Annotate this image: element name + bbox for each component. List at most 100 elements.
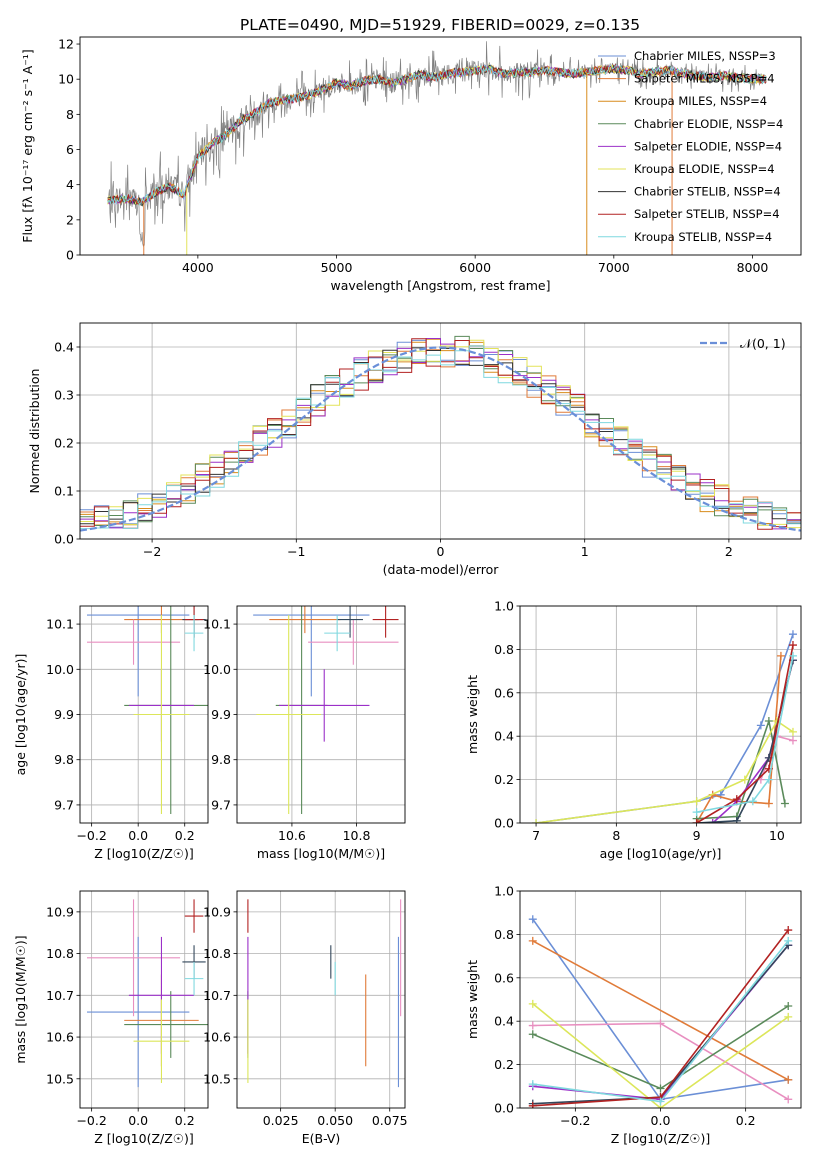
weight-vs-Z-x-label: Z [log10(Z/Z☉)] — [611, 1131, 711, 1146]
model-spectrum-line — [107, 64, 767, 206]
mass-weight-marker — [656, 1019, 665, 1028]
tick-label-y: 0.2 — [54, 436, 74, 451]
age-vs-mass-frame — [236, 605, 406, 824]
tick-label-y: 0.0 — [494, 816, 514, 831]
tick-label-y: 12 — [58, 37, 74, 52]
weight-vs-age-x-label: age [log10(age/yr)] — [600, 846, 722, 861]
mass-weight-marker — [780, 799, 789, 808]
tick-label-x: 0.0 — [128, 1113, 148, 1128]
legend-label: Chabrier STELIB, NSSP=4 — [634, 185, 781, 199]
tick-label-y: 10.6 — [203, 1030, 231, 1045]
mass-weight-marker — [748, 797, 757, 806]
tick-label-y: 0.4 — [494, 729, 514, 744]
tick-label-x: 9 — [693, 828, 701, 843]
mass-weight-marker — [528, 1021, 537, 1030]
tick-label-y: 6 — [66, 142, 74, 157]
tick-label-y: 10.8 — [46, 946, 74, 961]
tick-label-y: 9.7 — [211, 797, 231, 812]
spectrum-frame — [79, 36, 802, 256]
legend-label: Chabrier MILES, NSSP=3 — [634, 49, 776, 63]
tick-label-y: 2 — [66, 212, 74, 227]
mass-weight-marker — [788, 651, 797, 660]
mass-weight-marker — [528, 1030, 537, 1039]
tick-label-x: 0.2 — [175, 828, 195, 843]
mass-weight-line — [696, 717, 786, 820]
tick-label-x: 2 — [725, 544, 733, 559]
mass-weight-marker — [528, 999, 537, 1008]
residuals-frame — [79, 322, 802, 540]
residual-histograms — [80, 335, 801, 532]
tick-label-y: 10.5 — [203, 1071, 231, 1086]
mass-vs-Z-frame — [79, 890, 209, 1109]
tick-label-x: 4000 — [182, 260, 214, 275]
tick-label-x: 0.025 — [263, 1113, 299, 1128]
mass-weight-marker — [708, 819, 717, 823]
residual-histogram-line — [80, 339, 801, 529]
tick-label-x: −0.2 — [560, 1113, 590, 1128]
mass-vs-Z-points — [86, 899, 208, 1088]
mass-weight-marker — [764, 717, 773, 726]
mass-weight-marker — [776, 651, 785, 660]
axes-weight-vs-Z: −0.2 0.0 0.2 0.0 0.2 0.4 0.6 0.8 1.0 — [494, 884, 801, 1128]
mass-weight-line — [535, 633, 794, 823]
tick-label-y: 9.9 — [211, 707, 231, 722]
residuals-y-label: Normed distribution — [27, 369, 42, 494]
mass-weight-marker — [784, 1012, 793, 1021]
spectrum-y-label: Flux [fλ 10⁻¹⁷ erg cm⁻² s⁻¹ A⁻¹] — [20, 49, 35, 242]
tick-label-x: 0 — [437, 544, 445, 559]
plot-layer: 4000 5000 6000 7000 8000024681012wavelength … — [13, 36, 802, 1146]
weight-vs-age-y-label: mass weight — [465, 675, 480, 754]
axes-spectrum: 4000 5000 6000 7000 8000 0 2 4 6 8 10 12 — [58, 37, 768, 275]
age-vs-Z-frame — [79, 605, 209, 824]
tick-label-x: 0.0 — [128, 828, 148, 843]
mass-weight-marker — [692, 808, 701, 817]
age-vs-Z-points — [86, 606, 208, 814]
mass-weight-marker — [788, 630, 797, 639]
axes-residuals: −2 −1 0 1 2 0.0 0.1 0.2 0.3 0.4 — [54, 323, 801, 559]
model-spectra-group — [107, 63, 767, 255]
tick-label-y: 9.9 — [54, 707, 74, 722]
mass-weight-marker — [764, 775, 773, 784]
tick-label-y: 0.6 — [494, 970, 514, 985]
tick-label-x: −0.2 — [76, 1113, 106, 1128]
weight-vs-Z-lines — [528, 915, 793, 1108]
tick-label-y: 1.0 — [494, 599, 514, 614]
age-vs-mass-x-label: mass [log10(M/M☉)] — [257, 846, 385, 861]
tick-label-x: 10.6 — [278, 828, 306, 843]
residual-histogram-line — [80, 347, 801, 525]
tick-label-y: 1.0 — [494, 884, 514, 899]
tick-label-y: 9.7 — [54, 797, 74, 812]
axes-weight-vs-age: 7 8 9 10 0.0 0.2 0.4 0.6 0.8 1.0 — [494, 599, 801, 843]
tick-label-x: 7000 — [598, 260, 630, 275]
mass-weight-marker — [528, 1080, 537, 1089]
tick-label-y: 0.4 — [54, 340, 74, 355]
mass-vs-ebv-points — [247, 899, 402, 1088]
mass-weight-marker — [528, 1101, 537, 1108]
tick-label-x: −1 — [287, 544, 305, 559]
axes-mass-vs-Z: −0.2 0.0 0.2 10.5 10.6 10.7 10.8 10.9 — [46, 891, 208, 1128]
mass-weight-marker — [788, 641, 797, 650]
tick-label-x: 10 — [769, 828, 785, 843]
normal-reference-curve — [80, 346, 801, 532]
figure-title: PLATE=0490, MJD=51929, FIBERID=0029, z=0… — [240, 16, 640, 34]
mass-weight-marker — [788, 727, 797, 736]
tick-label-y: 10.9 — [203, 904, 231, 919]
tick-label-x: 0.0 — [651, 1113, 671, 1128]
tick-label-y: 0.6 — [494, 685, 514, 700]
tick-label-y: 0.3 — [54, 388, 74, 403]
legend-label: Salpeter STELIB, NSSP=4 — [634, 207, 780, 221]
tick-label-y: 0.8 — [494, 927, 514, 942]
tick-label-x: 5000 — [321, 260, 353, 275]
tick-label-y: 10 — [58, 72, 74, 87]
mass-vs-Z-y-label: mass [log10(M/M☉)] — [13, 935, 28, 1063]
tick-label-x: 0.2 — [175, 1113, 195, 1128]
tick-label-x: 0.050 — [317, 1113, 353, 1128]
mass-weight-line — [696, 655, 794, 813]
weight-vs-Z-y-label: mass weight — [465, 960, 480, 1039]
tick-label-y: 10.0 — [203, 662, 231, 677]
tick-label-y: 0.8 — [494, 642, 514, 657]
mass-weight-marker — [732, 816, 741, 823]
legend-label: Kroupa MILES, NSSP=4 — [634, 94, 767, 108]
spectrum-legend: Chabrier MILES, NSSP=3 Salpeter MILES, NS… — [598, 49, 783, 244]
mass-weight-marker — [528, 915, 537, 924]
